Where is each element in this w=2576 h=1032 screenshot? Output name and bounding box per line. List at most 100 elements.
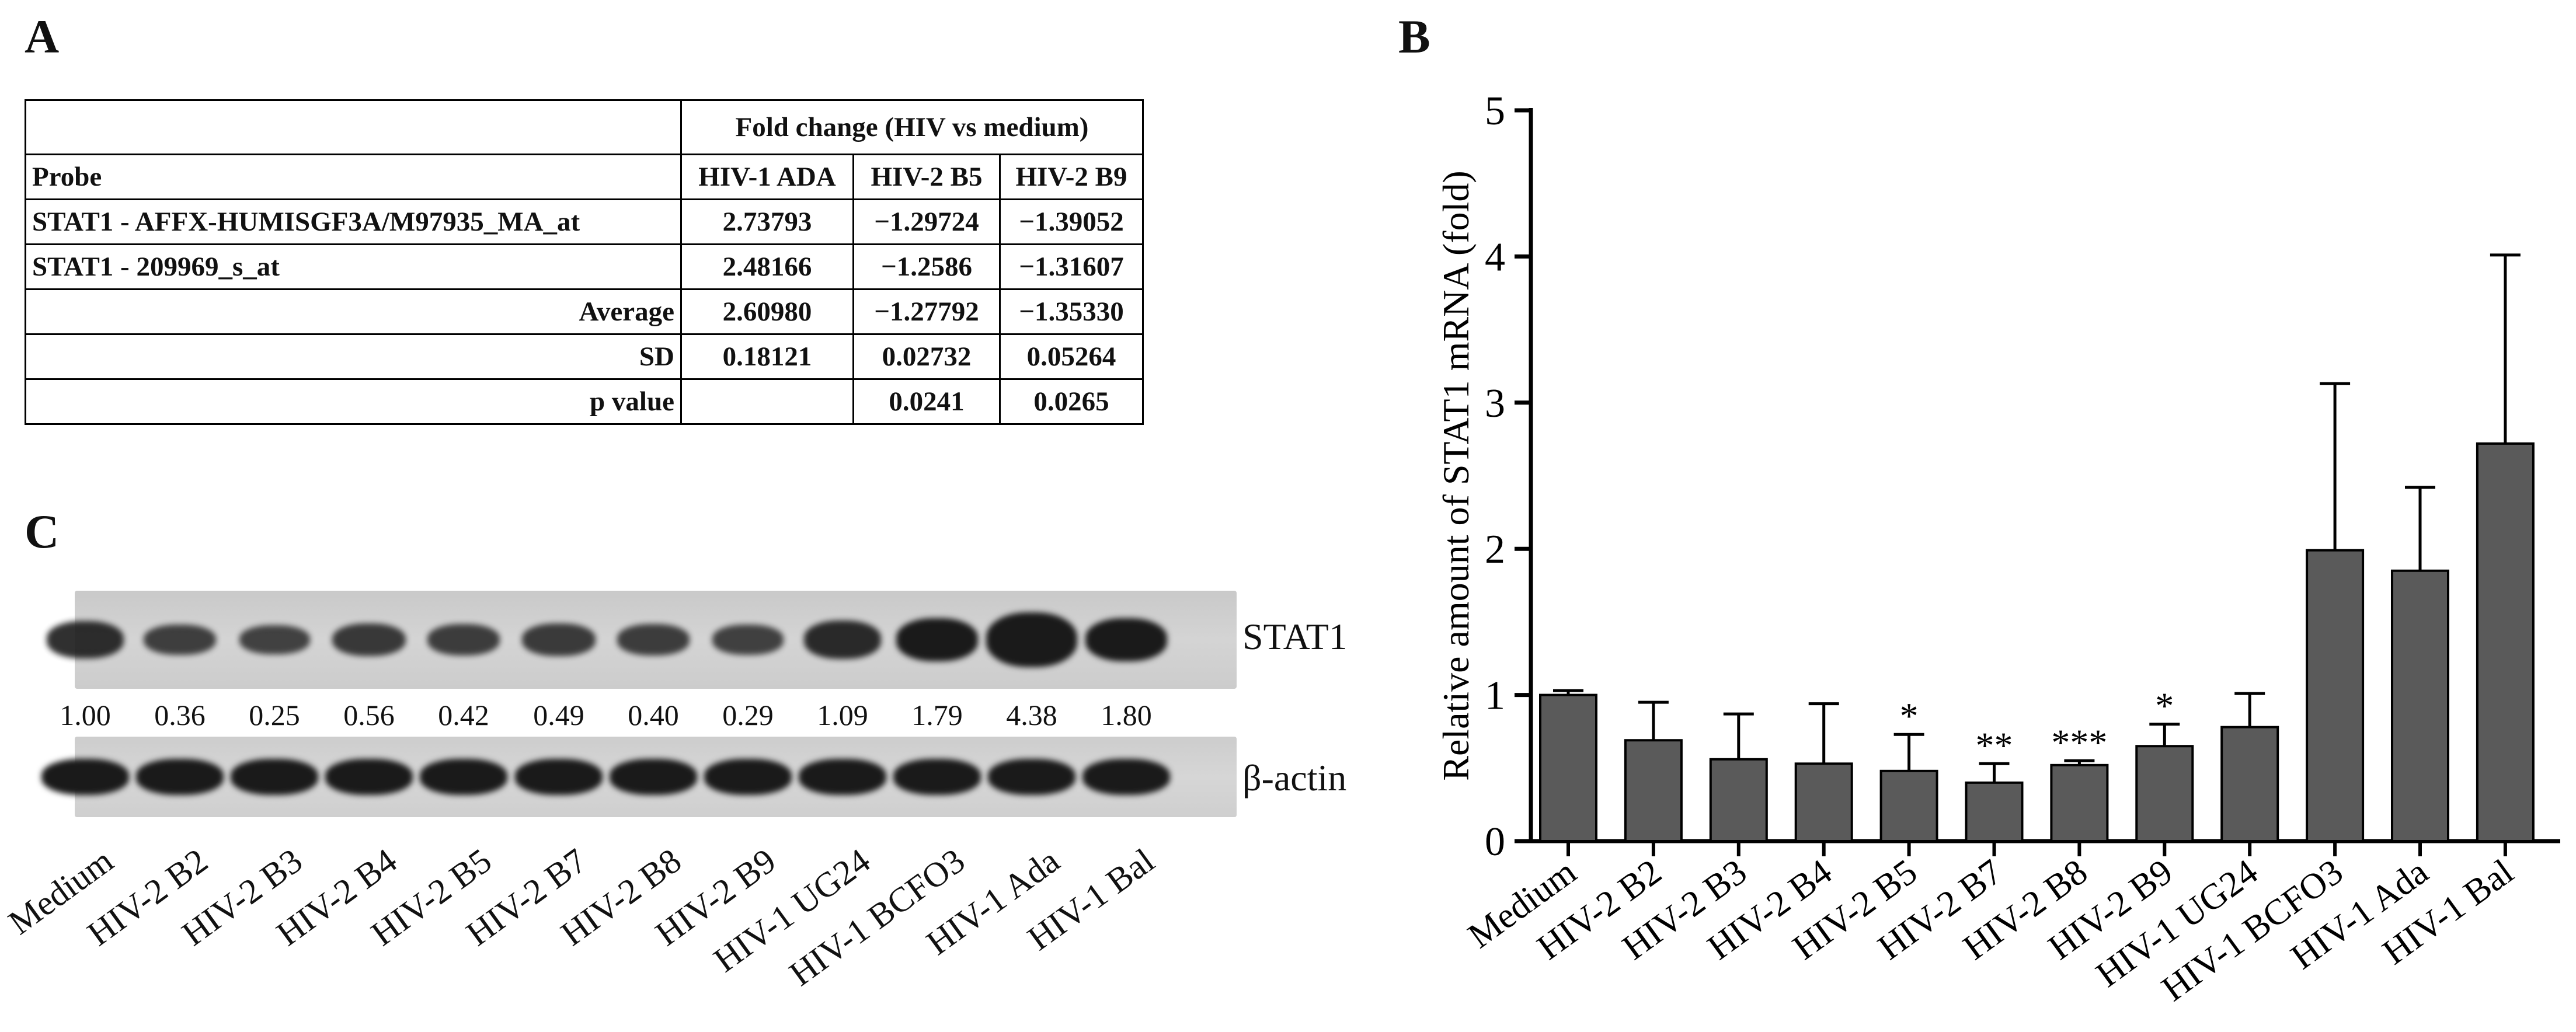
- band-density-value: 0.49: [533, 699, 584, 731]
- stat1-band: [144, 624, 216, 656]
- band-density-value: 0.25: [249, 699, 300, 731]
- table-cell: −1.29724: [852, 198, 1001, 245]
- table-cell: −1.35330: [999, 288, 1144, 335]
- y-tick-label: 0: [1485, 820, 1505, 864]
- actin-band: [799, 759, 886, 795]
- bar: [2050, 763, 2109, 842]
- table-group-header: Fold change (HIV vs medium): [680, 99, 1144, 155]
- bar: [1794, 762, 1853, 842]
- stat1-blot-label: STAT1: [1242, 616, 1348, 657]
- stat1-band: [896, 618, 978, 661]
- table-cell: 0.0265: [999, 378, 1144, 425]
- panel-label-b: B: [1398, 10, 1430, 63]
- table-col-header: HIV-2 B5: [852, 154, 1001, 200]
- y-axis-title: Relative amount of STAT1 mRNA (fold): [1435, 170, 1477, 780]
- actin-blot: [41, 737, 1237, 817]
- y-tick-label: 1: [1485, 674, 1505, 719]
- stat1-band: [427, 623, 500, 656]
- table-cell: [680, 378, 854, 425]
- table-col-header: HIV-1 ADA: [680, 154, 854, 200]
- bar: [1965, 781, 2024, 842]
- table-row: SD 0.18121 0.02732 0.05264: [25, 333, 1144, 380]
- stat1-band: [617, 624, 690, 656]
- band-density-value: 1.09: [817, 699, 868, 731]
- actin-band: [515, 759, 603, 795]
- table-row: p value 0.0241 0.0265: [25, 378, 1144, 425]
- band-density-value: 0.29: [722, 699, 774, 731]
- bar: [2220, 726, 2279, 842]
- band-density-value: 4.38: [1006, 699, 1057, 731]
- actin-band: [1082, 759, 1170, 795]
- table-cell: 0.0241: [852, 378, 1001, 425]
- table-cell: 2.60980: [680, 288, 854, 335]
- bar: [1624, 739, 1683, 842]
- table-probe-header: Probe: [25, 154, 682, 200]
- y-tick-label: 2: [1485, 527, 1505, 572]
- actin-band: [610, 759, 697, 795]
- actin-band: [136, 759, 224, 795]
- actin-band: [231, 759, 318, 795]
- significance-marker: **: [1976, 724, 2013, 766]
- actin-band: [420, 759, 507, 795]
- y-tick-label: 3: [1485, 381, 1505, 426]
- bar: [2306, 549, 2365, 842]
- bar: [1879, 769, 1938, 842]
- band-density-value: 0.56: [343, 699, 395, 731]
- stat1-band: [47, 621, 124, 658]
- significance-marker: *: [1900, 695, 1919, 737]
- table-cell: −1.31607: [999, 243, 1144, 290]
- band-density-value: 1.79: [911, 699, 963, 731]
- panel-label-c: C: [25, 505, 60, 558]
- table-row-label: p value: [25, 378, 682, 425]
- band-density-value: 1.00: [60, 699, 111, 731]
- bar: [1709, 758, 1768, 842]
- stat1-band: [332, 623, 406, 657]
- significance-marker: ***: [2051, 721, 2107, 763]
- actin-band: [893, 759, 981, 795]
- band-density-value: 1.80: [1101, 699, 1152, 731]
- table-cell: 0.02732: [852, 333, 1001, 380]
- table-cell: 0.05264: [999, 333, 1144, 380]
- stat1-band: [239, 625, 310, 654]
- bar: [2476, 442, 2535, 842]
- table-row: Average 2.60980 −1.27792 −1.35330: [25, 288, 1144, 335]
- table-row-label: SD: [25, 333, 682, 380]
- table-cell: 2.48166: [680, 243, 854, 290]
- table-row-label: STAT1 - AFFX-HUMISGF3A/M97935_MA_at: [25, 198, 682, 245]
- bar: [1539, 693, 1597, 842]
- actin-band: [325, 759, 413, 795]
- table-header-row: Probe HIV-1 ADA HIV-2 B5 HIV-2 B9: [25, 154, 1144, 200]
- panel-label-a: A: [25, 10, 60, 63]
- table-corner-cell: [25, 99, 682, 155]
- table-cell: −1.27792: [852, 288, 1001, 335]
- table-cell: 0.18121: [680, 333, 854, 380]
- stat1-blot: [47, 591, 1237, 689]
- stat1-band: [522, 623, 596, 656]
- band-density-value: 0.40: [628, 699, 679, 731]
- table-row: STAT1 - 209969_s_at 2.48166 −1.2586 −1.3…: [25, 243, 1144, 290]
- table-cell: −1.39052: [999, 198, 1144, 245]
- actin-band: [41, 759, 129, 795]
- significance-marker: *: [2155, 685, 2174, 727]
- fold-change-table: Fold change (HIV vs medium) Probe HIV-1 …: [25, 99, 1144, 425]
- table-row-label: Average: [25, 288, 682, 335]
- actin-band: [988, 759, 1075, 795]
- stat1-band: [1085, 618, 1167, 661]
- bar: [2135, 745, 2194, 842]
- actin-blot-label: β-actin: [1242, 757, 1347, 799]
- table-row-label: STAT1 - 209969_s_at: [25, 243, 682, 290]
- y-tick-label: 4: [1485, 235, 1505, 280]
- table-cell: −1.2586: [852, 243, 1001, 290]
- table-header-group-row: Fold change (HIV vs medium): [25, 99, 1144, 155]
- table-col-header: HIV-2 B9: [999, 154, 1144, 200]
- y-tick-label: 5: [1485, 89, 1505, 134]
- stat1-band: [712, 625, 784, 655]
- stat1-band: [986, 612, 1077, 668]
- band-density-value: 0.42: [438, 699, 489, 731]
- actin-band: [704, 759, 792, 795]
- stat1-band: [803, 620, 882, 659]
- table-cell: 2.73793: [680, 198, 854, 245]
- bar: [2391, 569, 2449, 842]
- band-density-value: 0.36: [154, 699, 206, 731]
